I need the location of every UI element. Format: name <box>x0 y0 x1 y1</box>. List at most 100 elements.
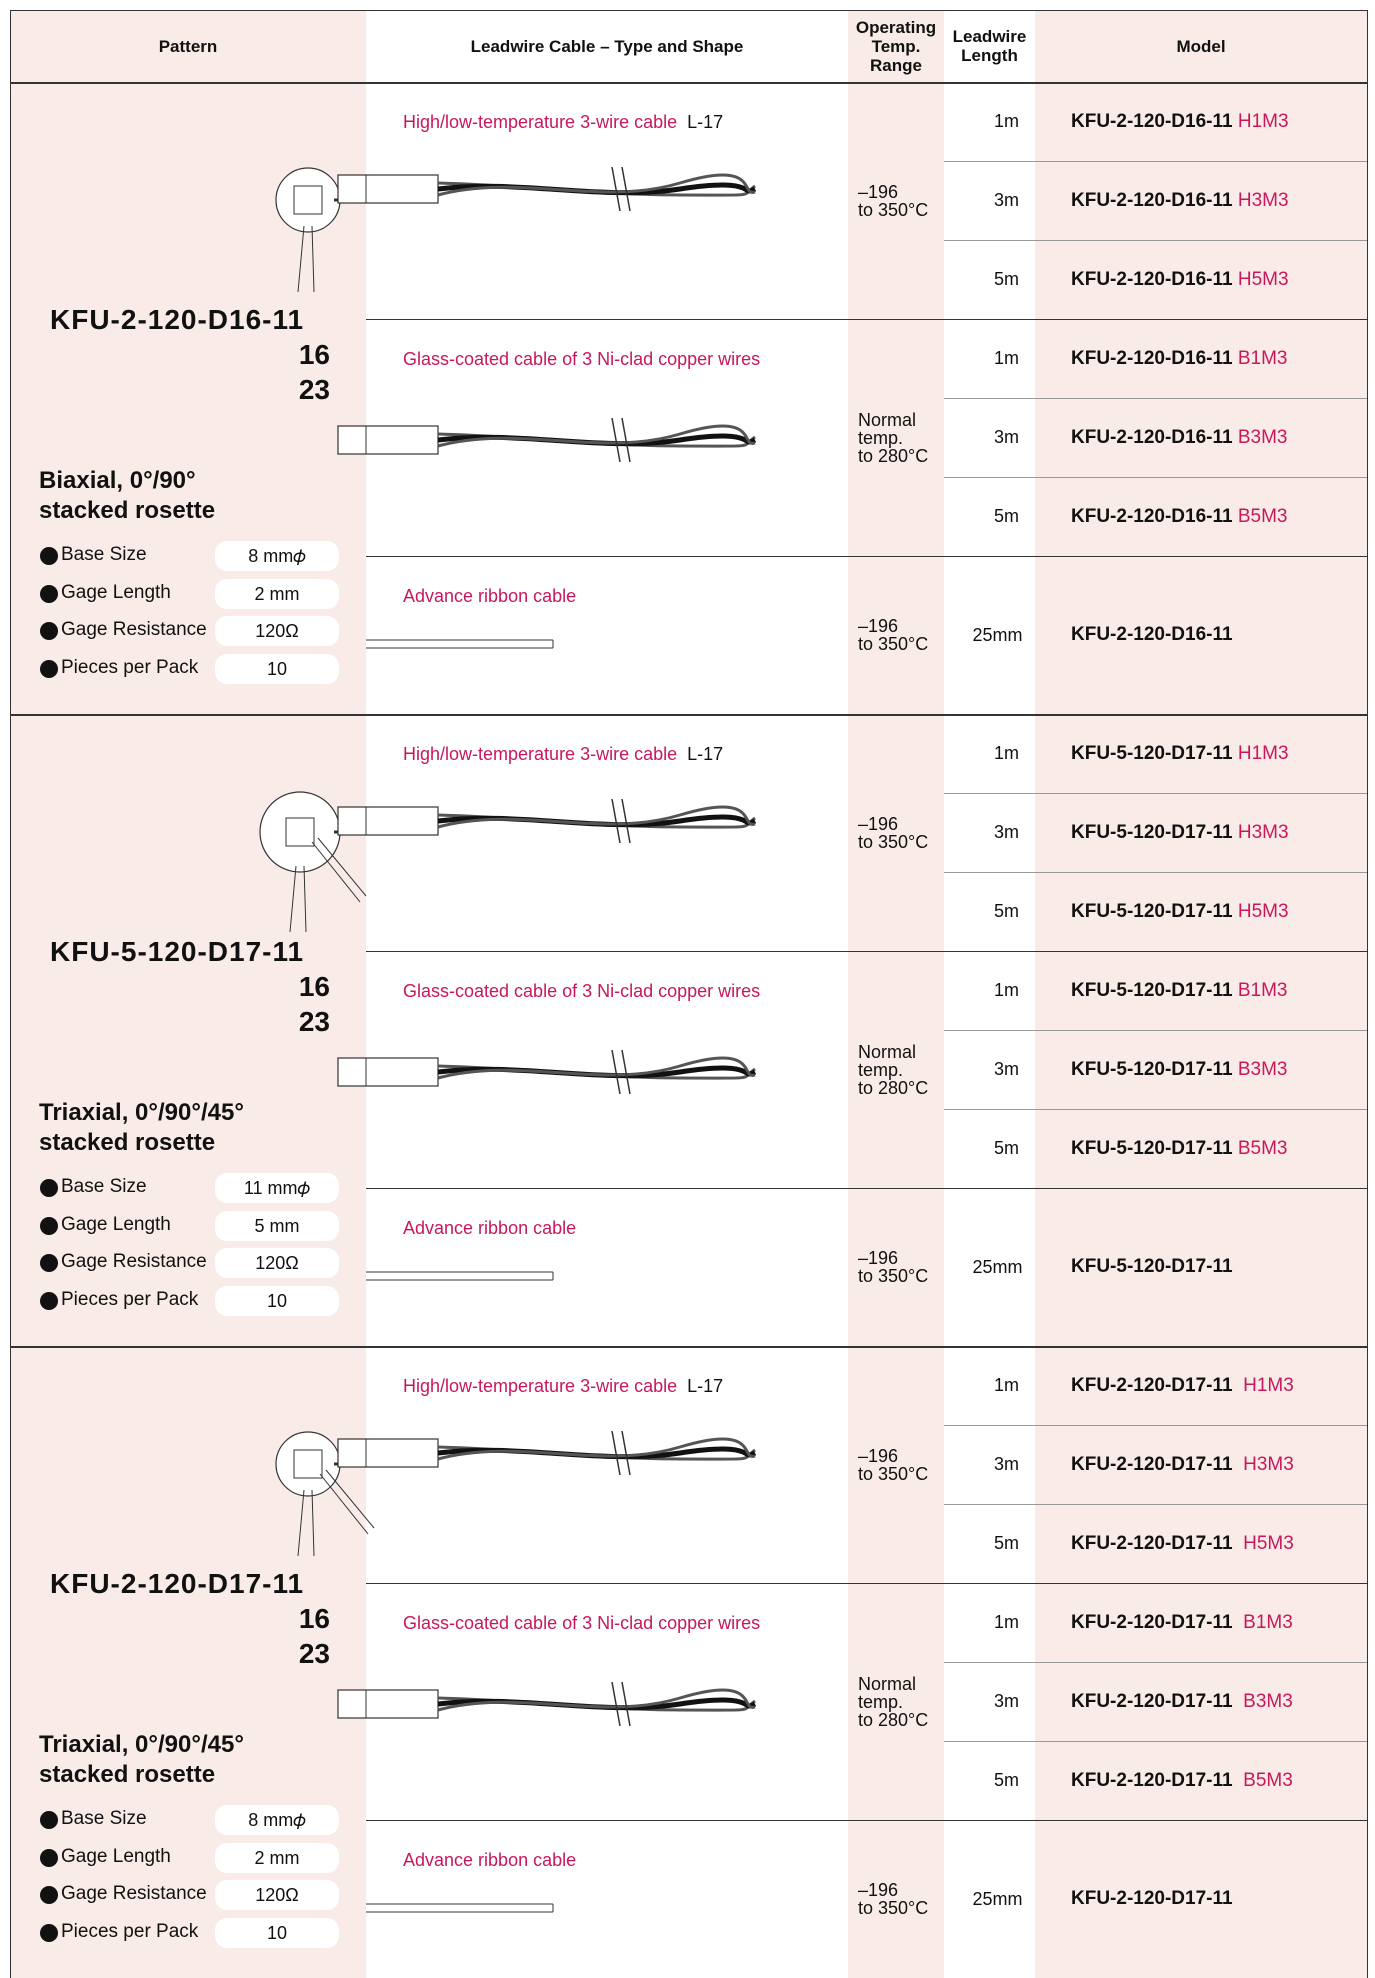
model: KFU-2-120-D17-11 <box>1071 1532 1233 1554</box>
model: KFU-2-120-D16-11 <box>1071 505 1233 527</box>
length: 3m <box>993 190 1019 210</box>
model-column-bg <box>1035 10 1367 1978</box>
bullet <box>40 622 58 640</box>
model-suffix: B3M3 <box>1237 1058 1288 1080</box>
connector <box>337 425 439 455</box>
spec-label: Pieces per Pack <box>61 656 199 678</box>
model-suffix: H5M3 <box>1237 268 1289 290</box>
cable-name: Glass-coated cable of 3 Ni-clad copper w… <box>403 1613 760 1634</box>
row-rule <box>944 477 1367 478</box>
temp-line: –196 <box>858 813 899 834</box>
temp-range: –196 to 350°C <box>858 1820 928 1978</box>
length-cell: 3m <box>944 793 1019 872</box>
temp-range: –196 to 350°C <box>858 714 928 951</box>
cable-name: Advance ribbon cable <box>403 1850 576 1871</box>
row-rule <box>944 240 1367 241</box>
model-suffix: H1M3 <box>1237 742 1289 764</box>
row-rule <box>944 398 1367 399</box>
temp-line: to 350°C <box>858 634 929 654</box>
temp-line: temp. <box>858 427 904 448</box>
model-cell: KFU-2-120-D17-11 <box>1071 1820 1233 1978</box>
right-rule <box>1367 10 1368 1978</box>
temp-range: Normal temp. to 280°C <box>858 1583 928 1820</box>
group-rule <box>366 319 1367 320</box>
cable-code: L-17 <box>687 112 724 132</box>
header-text: Operating <box>855 17 937 37</box>
group-rule <box>366 556 1367 557</box>
cut-mark <box>621 1430 631 1476</box>
spec-value: 120Ω <box>215 1880 339 1910</box>
length: 1m <box>993 1612 1019 1632</box>
cable-name-text: Glass-coated cable of 3 Ni-clad copper w… <box>403 981 761 1001</box>
model-cell: KFU-2-120-D17-11 H3M3 <box>1071 1425 1294 1504</box>
header-pattern: Pattern <box>10 10 366 82</box>
bullet <box>40 547 58 565</box>
model-cell: KFU-2-120-D16-11 H1M3 <box>1071 82 1289 161</box>
model-suffix: B1M3 <box>1243 1611 1293 1633</box>
model: KFU-5-120-D17-11 <box>1071 821 1233 843</box>
spec-label: Base Size <box>61 1808 147 1829</box>
model-suffix: B3M3 <box>1243 1690 1293 1712</box>
gauge <box>259 791 341 873</box>
header-text: Range <box>870 55 922 75</box>
temp-line: to 280°C <box>858 1077 929 1098</box>
model-suffix: B5M3 <box>1243 1769 1293 1791</box>
length: 5m <box>993 901 1019 921</box>
length-cell: 1m <box>944 319 1019 398</box>
left-rule <box>10 10 11 1978</box>
model: KFU-2-120-D17-11 <box>1071 1374 1233 1396</box>
model-suffix: B1M3 <box>1237 979 1288 1001</box>
temp-line: to 350°C <box>858 1898 929 1918</box>
model-cell: KFU-5-120-D17-11 B5M3 <box>1071 1109 1288 1188</box>
bullet <box>40 659 58 678</box>
temp-line: –196 <box>858 1248 899 1268</box>
spec-label: Gage Resistance <box>61 1251 207 1272</box>
cable-name: Advance ribbon cable <box>403 1218 576 1239</box>
model-cell: KFU-5-120-D17-11 <box>1071 1188 1233 1346</box>
model-suffix: B1M3 <box>1237 347 1288 369</box>
connector <box>337 1689 439 1719</box>
model: KFU-2-120-D16-11 <box>1071 347 1233 369</box>
bullet <box>40 1848 58 1867</box>
temp-range: –196 to 350°C <box>858 1346 928 1583</box>
length: 5m <box>993 269 1019 289</box>
model-cell: KFU-2-120-D16-11 B3M3 <box>1071 398 1288 477</box>
spec-label: Base Size <box>61 1176 147 1197</box>
length-cell: 25mm <box>944 556 1035 714</box>
gauge-grid <box>293 1449 323 1479</box>
header-text: Leadwire <box>952 27 1027 46</box>
cable-wire <box>437 1437 756 1461</box>
temp-line: –196 <box>858 181 899 202</box>
cable-name-text: High/low-temperature 3-wire cable <box>403 1376 678 1396</box>
model-suffix: B5M3 <box>1237 1137 1288 1159</box>
cable-name: Advance ribbon cable <box>403 586 576 607</box>
model: KFU-2-120-D16-11 <box>1071 624 1233 645</box>
length-cell: 25mm <box>944 1188 1035 1346</box>
spec-label: Gage Resistance <box>61 619 207 640</box>
spec-label: Gage Resistance <box>61 1883 207 1904</box>
model: KFU-2-120-D17-11 <box>1071 1453 1233 1475</box>
gauge <box>275 167 341 233</box>
model: KFU-2-120-D16-11 <box>1071 189 1233 211</box>
bullet <box>40 1291 58 1310</box>
model-suffix: H3M3 <box>1237 189 1289 211</box>
section-rule <box>10 1346 1367 1348</box>
length: 3m <box>993 822 1019 842</box>
group-rule <box>366 1820 1367 1821</box>
cable-wire <box>437 805 756 829</box>
gauge-grid <box>285 817 315 847</box>
spec-label: Pieces per Pack <box>61 1920 199 1942</box>
cut-mark <box>621 1049 631 1095</box>
length-cell: 5m <box>944 872 1019 951</box>
length: 25mm <box>972 1256 1023 1277</box>
model: KFU-5-120-D17-11 <box>1071 1256 1233 1277</box>
cable-name-text: Glass-coated cable of 3 Ni-clad copper w… <box>403 1613 761 1633</box>
spec-value: 2 mm <box>215 1842 339 1873</box>
top-rule <box>10 10 1367 11</box>
pattern-model: KFU-2-120-D17-11 <box>50 1568 305 1599</box>
row-rule <box>944 1504 1367 1505</box>
cut-mark <box>621 798 631 844</box>
spec-label: Gage Length <box>61 581 171 603</box>
bullet <box>40 1811 58 1829</box>
row-rule <box>944 872 1367 873</box>
